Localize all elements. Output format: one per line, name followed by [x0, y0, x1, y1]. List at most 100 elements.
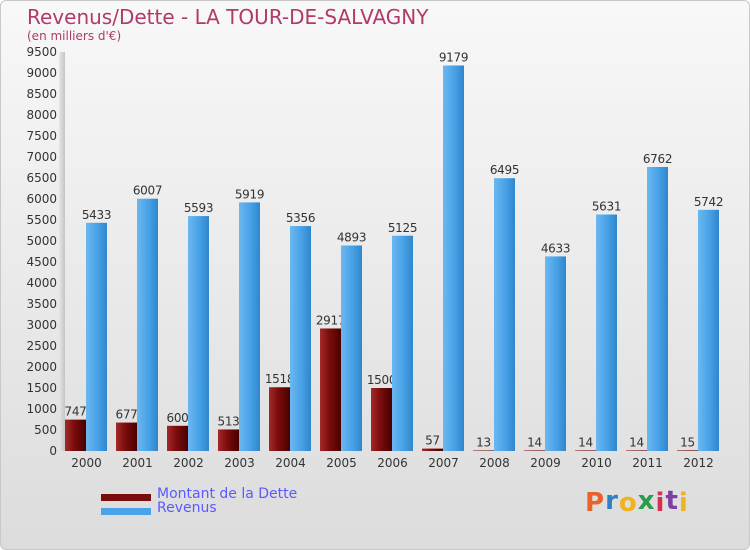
bar-revenus: [137, 198, 158, 451]
logo-letter: x: [637, 486, 656, 516]
data-label-debt: 600: [166, 411, 188, 425]
data-label-debt: 513: [217, 414, 239, 428]
x-tick-label: 2005: [326, 456, 357, 470]
data-label-debt: 2917: [316, 313, 345, 327]
x-tick-label: 2009: [530, 456, 561, 470]
data-label-debt: 1500: [367, 373, 396, 387]
logo-letter: i: [678, 488, 689, 518]
x-axis: 2000 2001 2002 2003 2004 2005 2006 2007 2008 2009…: [71, 456, 714, 470]
bars: 747 5433 677 6007 600 5593 513 5919 1518 5356 2917…: [64, 50, 723, 452]
bar-revenus: [647, 166, 668, 451]
x-tick-label: 2007: [428, 456, 459, 470]
y-tick-label: 3500: [26, 297, 57, 311]
data-label-revenus: 5356: [286, 211, 315, 225]
data-label-revenus: 5919: [235, 187, 264, 201]
data-label-debt: 14: [527, 435, 542, 449]
y-tick-label: 3000: [26, 318, 57, 332]
data-label-debt: 15: [680, 435, 695, 449]
y-tick-label: 9000: [26, 66, 57, 80]
logo-letter: r: [605, 486, 619, 516]
legend-swatch-revenus: [101, 508, 151, 515]
bar-debt: [626, 450, 647, 451]
data-label-revenus: 5742: [694, 195, 723, 209]
legend-swatch-debt: [101, 494, 151, 501]
bar-debt: [65, 419, 86, 451]
chart-title: Revenus/Dette - LA TOUR-DE-SALVAGNY: [27, 5, 429, 29]
bar-revenus: [494, 178, 515, 451]
x-tick-label: 2010: [581, 456, 612, 470]
y-tick-label: 7000: [26, 150, 57, 164]
bar-debt: [422, 448, 443, 451]
bar-revenus: [188, 216, 209, 451]
bar-debt: [524, 450, 545, 451]
y-tick-label: 5500: [26, 213, 57, 227]
bar-revenus: [443, 65, 464, 452]
x-tick-label: 2002: [173, 456, 204, 470]
x-tick-label: 2012: [683, 456, 714, 470]
bar-debt: [575, 450, 596, 451]
bar-revenus: [341, 245, 362, 451]
y-tick-label: 1500: [26, 381, 57, 395]
y-tick-label: 7500: [26, 129, 57, 143]
logo-letter: P: [585, 488, 606, 518]
x-tick-label: 2008: [479, 456, 510, 470]
bar-debt: [473, 450, 494, 451]
bar-debt: [218, 429, 239, 451]
data-label-revenus: 5631: [592, 199, 621, 213]
data-label-debt: 57: [425, 434, 440, 448]
y-tick-label: 8500: [26, 87, 57, 101]
data-label-revenus: 6762: [643, 152, 672, 166]
y-tick-label: 500: [34, 423, 57, 437]
data-label-revenus: 9179: [439, 50, 468, 64]
y-tick-label: 6000: [26, 192, 57, 206]
bar-debt: [320, 328, 341, 451]
data-label-revenus: 6007: [133, 184, 162, 198]
data-label-debt: 14: [578, 435, 593, 449]
y-tick-label: 1000: [26, 402, 57, 416]
data-label-debt: 747: [64, 405, 86, 419]
y-tick-label: 8000: [26, 108, 57, 122]
x-tick-label: 2000: [71, 456, 102, 470]
data-label-revenus: 6495: [490, 163, 519, 177]
y-axis-bar: [59, 52, 65, 451]
x-tick-label: 2006: [377, 456, 408, 470]
data-label-revenus: 4633: [541, 241, 570, 255]
x-tick-label: 2003: [224, 456, 255, 470]
data-label-debt: 13: [476, 435, 491, 449]
logo-letter: t: [665, 486, 679, 516]
bar-revenus: [545, 256, 566, 451]
proxiti-logo: Proxiti: [585, 486, 689, 518]
data-label-debt: 1518: [265, 372, 294, 386]
data-label-debt: 14: [629, 435, 644, 449]
y-tick-label: 2000: [26, 360, 57, 374]
bar-revenus: [239, 202, 260, 451]
data-label-revenus: 5593: [184, 201, 213, 215]
y-tick-label: 4500: [26, 255, 57, 269]
bar-debt: [269, 387, 290, 451]
legend-label-revenus: Revenus: [157, 500, 217, 516]
x-tick-label: 2011: [632, 456, 663, 470]
y-tick-label: 6500: [26, 171, 57, 185]
y-tick-label: 5000: [26, 234, 57, 248]
bar-revenus: [596, 214, 617, 451]
data-label-debt: 677: [115, 408, 137, 422]
bar-revenus: [290, 226, 311, 451]
chart-subtitle: (en milliers d'€): [27, 29, 122, 43]
bar-debt: [167, 425, 188, 451]
bar-debt: [371, 388, 392, 451]
y-tick-label: 0: [49, 444, 57, 458]
data-label-revenus: 5433: [82, 208, 111, 222]
y-axis: 0 500 1000 1500 2000 2500 3000 3500 4000 4500 5000…: [26, 45, 57, 458]
bar-debt: [677, 450, 698, 451]
y-tick-label: 2500: [26, 339, 57, 353]
bar-revenus: [392, 235, 413, 451]
logo-letter: o: [618, 488, 638, 518]
bar-revenus: [86, 222, 107, 451]
legend-label-debt: Montant de la Dette: [157, 486, 298, 502]
data-label-revenus: 5125: [388, 221, 417, 235]
data-label-revenus: 4893: [337, 230, 366, 244]
bar-revenus: [698, 209, 719, 451]
y-tick-label: 4000: [26, 276, 57, 290]
logo-letter: i: [655, 488, 666, 518]
